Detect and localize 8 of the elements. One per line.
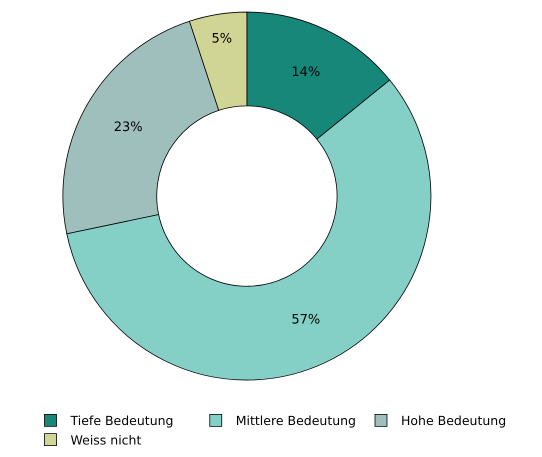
legend-label: Hohe Bedeutung <box>401 413 506 428</box>
legend-label: Weiss nicht <box>70 432 142 448</box>
data-label: 14% <box>291 64 320 80</box>
data-label: 23% <box>114 120 143 136</box>
data-label: 57% <box>291 312 320 328</box>
legend-label: Tiefe Bedeutung <box>70 413 174 428</box>
legend-label: Mittlere Bedeutung <box>236 413 356 428</box>
data-label: 5% <box>211 32 232 47</box>
